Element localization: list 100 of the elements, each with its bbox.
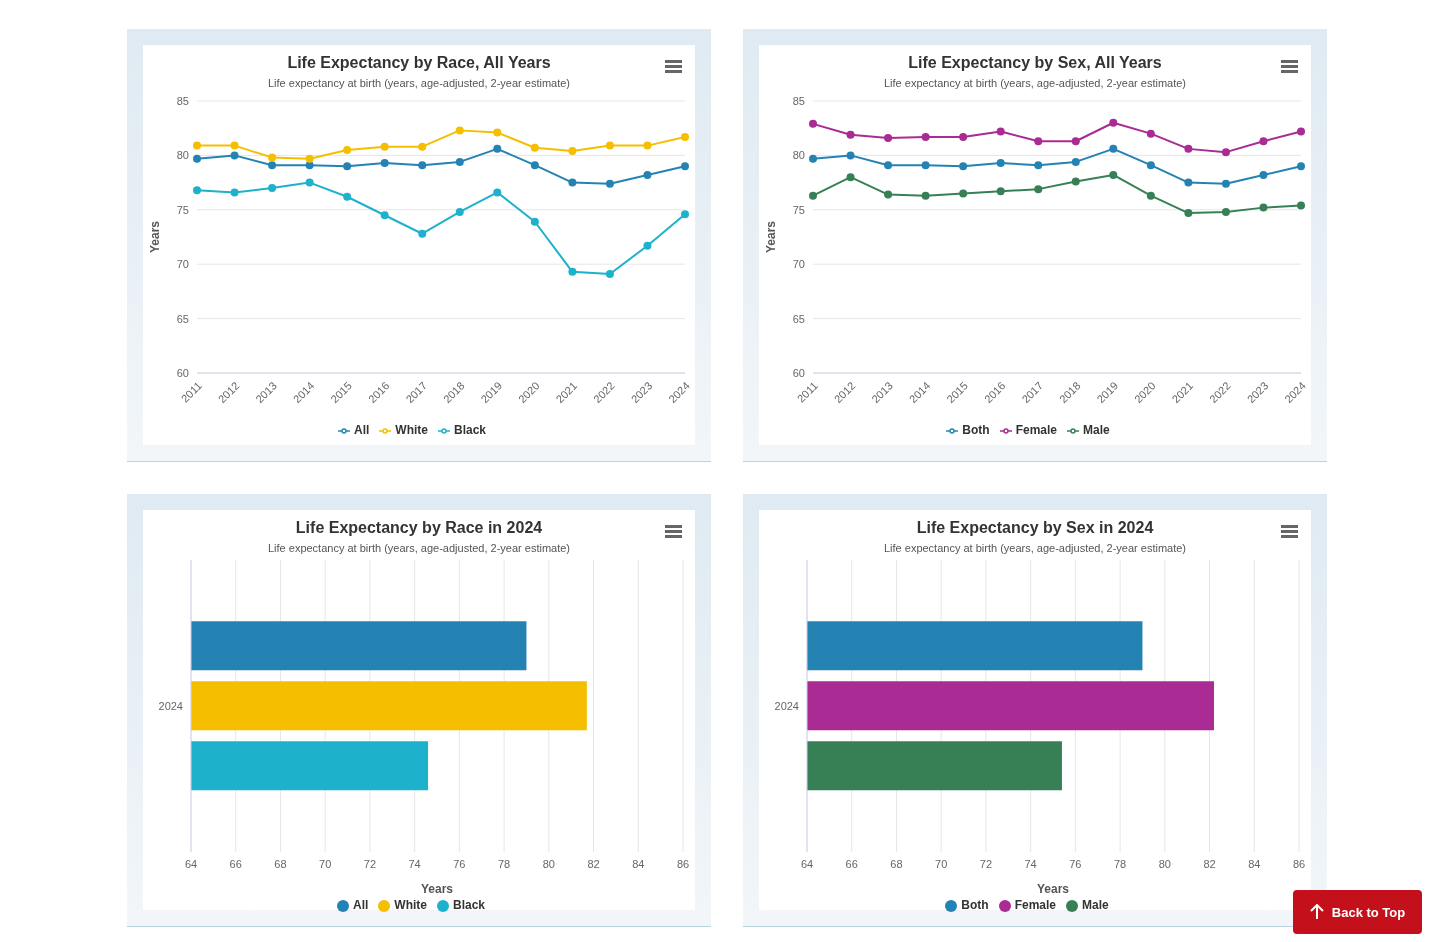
point [1297, 127, 1305, 136]
y-tick-label: 80 [176, 149, 189, 162]
point [455, 157, 464, 166]
point [681, 132, 689, 141]
chart-title: Life Expectancy by Race in 2024 [294, 519, 544, 537]
x-axis-title: Years [1036, 882, 1070, 896]
x-axis-title: Years [420, 882, 454, 896]
legend-label: Female [1015, 423, 1057, 437]
point [884, 161, 893, 170]
x-tick-label: 78 [1113, 857, 1127, 870]
y-tick-label: 70 [176, 258, 189, 271]
point [1034, 185, 1043, 194]
point [455, 126, 464, 135]
x-tick-label: 86 [1292, 857, 1306, 870]
point [1071, 137, 1080, 146]
point [530, 161, 539, 170]
x-tick-label: 70 [319, 857, 332, 870]
point [305, 154, 314, 163]
chart-subtitle: Life expectancy at birth (years, age-adjusted, 2-year estimate) [882, 77, 1187, 89]
point [1259, 170, 1268, 179]
point [568, 267, 577, 276]
point [1109, 118, 1118, 127]
x-tick-label: 76 [1069, 857, 1082, 870]
legend-label: Male [1083, 423, 1110, 437]
chart-title: Life Expectancy by Race, All Years [286, 54, 552, 72]
point [1034, 161, 1043, 170]
y-tick-label: 85 [176, 94, 189, 107]
point [305, 178, 314, 187]
point [1184, 178, 1193, 187]
x-tick-label: 72 [979, 857, 993, 870]
point [1184, 209, 1193, 218]
x-tick-label: 82 [587, 857, 600, 870]
point [230, 151, 239, 160]
legend-label: White [394, 898, 427, 912]
point [193, 154, 201, 163]
point [418, 161, 427, 170]
x-tick-label: 78 [497, 857, 511, 870]
point [493, 128, 502, 137]
y-tick-label: 2024 [774, 699, 799, 712]
point [921, 191, 930, 200]
y-tick-label: 65 [792, 312, 805, 325]
point [1034, 137, 1043, 146]
point [846, 151, 855, 160]
point [681, 162, 689, 171]
x-tick-label: 80 [1158, 857, 1171, 870]
x-tick-label: 70 [935, 857, 948, 870]
point [1297, 201, 1305, 210]
x-tick-label: 72 [363, 857, 377, 870]
chart-subtitle: Life expectancy at birth (years, age-adjusted, 2-year estimate) [882, 542, 1187, 554]
point [643, 141, 652, 150]
point [343, 192, 352, 201]
y-axis-title: Years [148, 220, 163, 254]
point [809, 119, 817, 128]
point [1221, 207, 1230, 216]
point [268, 184, 277, 193]
x-tick-label: 66 [229, 857, 242, 870]
point [455, 207, 464, 216]
point [1259, 137, 1268, 146]
point [681, 210, 689, 219]
x-tick-label: 80 [542, 857, 555, 870]
y-tick-label: 75 [792, 203, 805, 216]
point [959, 162, 968, 171]
point [268, 153, 277, 162]
point [809, 154, 817, 163]
point [380, 211, 389, 220]
x-tick-label: 74 [408, 857, 421, 870]
x-tick-label: 84 [1248, 857, 1261, 870]
point [568, 178, 577, 187]
point [959, 189, 968, 198]
x-tick-label: 76 [453, 857, 466, 870]
point [643, 170, 652, 179]
point [605, 179, 614, 188]
x-tick-label: 64 [184, 857, 198, 870]
y-tick-label: 60 [792, 366, 805, 379]
legend-label: All [352, 898, 369, 912]
chart-title: Life Expectancy by Sex in 2024 [915, 519, 1155, 537]
point [884, 190, 893, 199]
x-tick-label: 74 [1024, 857, 1037, 870]
point [343, 162, 352, 171]
point [493, 144, 502, 153]
point [530, 143, 539, 152]
point [1071, 177, 1080, 186]
point [643, 241, 652, 250]
legend-label: Both [962, 423, 990, 437]
x-tick-label: 64 [800, 857, 814, 870]
point [1071, 157, 1080, 166]
point [1146, 191, 1155, 200]
x-tick-label: 68 [890, 857, 903, 870]
point [1184, 144, 1193, 153]
y-tick-label: 75 [176, 203, 189, 216]
point [268, 161, 277, 170]
point [343, 145, 352, 154]
legend-label: White [395, 423, 428, 437]
point [418, 229, 427, 238]
point [1146, 161, 1155, 170]
point [1221, 148, 1230, 157]
legend-label: Both [961, 898, 989, 912]
legend-label: Male [1082, 898, 1109, 912]
x-tick-label: 82 [1203, 857, 1216, 870]
chart-title: Life Expectancy by Sex, All Years [907, 54, 1163, 72]
